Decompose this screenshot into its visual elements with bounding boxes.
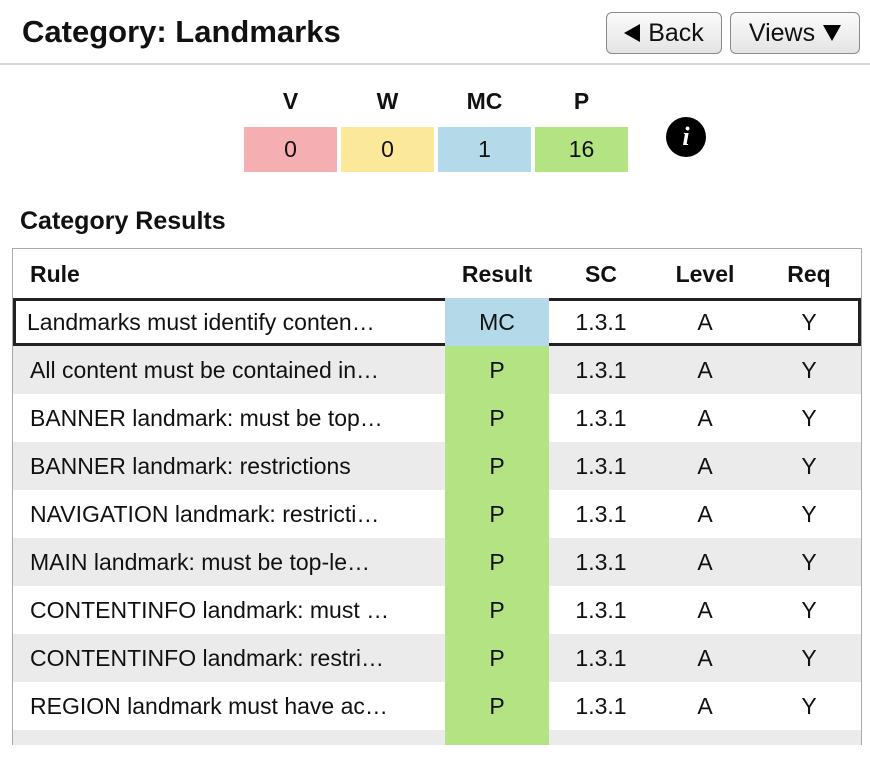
table-cell: 1.3.1 — [575, 500, 627, 527]
back-icon — [624, 24, 641, 42]
table-cell: 1.3.1 — [575, 404, 627, 431]
table-row[interactable]: REGION landmark must have ac… P 1.3.1 A Y — [13, 682, 861, 730]
info-button[interactable]: i — [666, 117, 706, 157]
table-cell: Y — [801, 356, 817, 383]
table-cell: A — [697, 500, 713, 527]
table-cell: 1.3.1 — [575, 308, 627, 335]
column-header: SC — [585, 260, 617, 287]
table-cell: Y — [801, 644, 817, 671]
table-cell: A — [697, 644, 713, 671]
table-cell: P — [445, 394, 549, 442]
summary-count: 0 — [244, 127, 337, 172]
table-cell: 1.3.1 — [575, 692, 627, 719]
result-cell-partial — [445, 730, 549, 745]
summary-count: 16 — [535, 127, 628, 172]
back-label: Back — [648, 18, 704, 47]
table-cell: All content must be contained in… — [30, 356, 380, 383]
views-icon — [823, 25, 842, 41]
table-cell: Y — [801, 692, 817, 719]
table-row[interactable]: BANNER landmark: must be top… P 1.3.1 A Y — [13, 394, 861, 442]
table-cell: A — [697, 308, 713, 335]
table-cell: A — [697, 596, 713, 623]
table-cell: Y — [801, 500, 817, 527]
table-cell: A — [697, 452, 713, 479]
table-cell: Y — [801, 452, 817, 479]
table-header: Rule Result SC Level Req — [13, 250, 861, 298]
table-cell: CONTENTINFO landmark: must … — [30, 596, 390, 623]
table-cell: P — [445, 634, 549, 682]
table-cell: BANNER landmark: must be top… — [30, 404, 383, 431]
table-cell: 1.3.1 — [575, 452, 627, 479]
summary-count: 1 — [438, 127, 531, 172]
summary-label: W — [376, 88, 399, 114]
table-cell: A — [697, 404, 713, 431]
table-cell: Y — [801, 596, 817, 623]
table-row[interactable]: NAVIGATION landmark: restricti… P 1.3.1 A Y — [13, 490, 861, 538]
table-row[interactable]: BANNER landmark: restrictions P 1.3.1 A Y — [13, 442, 861, 490]
summary-label: V — [282, 88, 299, 114]
table-cell: Y — [801, 548, 817, 575]
column-header: Level — [675, 260, 735, 287]
table-cell: P — [445, 586, 549, 634]
table-cell: Y — [801, 308, 817, 335]
table-row[interactable]: MAIN landmark: must be top-le… P 1.3.1 A Y — [13, 538, 861, 586]
header: Category: Landmarks Back Views — [0, 0, 870, 65]
table-cell: 1.3.1 — [575, 596, 627, 623]
table-cell: BANNER landmark: restrictions — [30, 452, 351, 479]
summary-count: 0 — [341, 127, 434, 172]
table-cell: MC — [445, 298, 549, 346]
table-cell: 1.3.1 — [575, 356, 627, 383]
table-row[interactable]: CONTENTINFO landmark: must … P 1.3.1 A Y — [13, 586, 861, 634]
table-cell: REGION landmark must have ac… — [30, 692, 388, 719]
table-cell: NAVIGATION landmark: restricti… — [30, 500, 380, 527]
table-cell: P — [445, 490, 549, 538]
page-title: Category: Landmarks — [22, 14, 341, 49]
table-cell: P — [445, 538, 549, 586]
table-cell: P — [445, 442, 549, 490]
column-header: Rule — [30, 260, 80, 287]
table-cell: A — [697, 356, 713, 383]
section-title: Category Results — [20, 207, 226, 235]
table-cell: A — [697, 548, 713, 575]
table-cell: A — [697, 692, 713, 719]
table-row[interactable]: Landmarks must identify conten… MC 1.3.1 A Y — [13, 298, 861, 346]
summary-label: P — [573, 88, 590, 114]
table-cell: Landmarks must identify conten… — [27, 308, 375, 335]
column-header: Req — [787, 260, 831, 287]
table-row[interactable]: All content must be contained in… P 1.3.1 A… — [13, 346, 861, 394]
table-cell: MAIN landmark: must be top-le… — [30, 548, 371, 575]
table-cell: Y — [801, 404, 817, 431]
table-row[interactable]: CONTENTINFO landmark: restri… P 1.3.1 A Y — [13, 634, 861, 682]
table-row-partial — [13, 730, 861, 745]
table-cell: CONTENTINFO landmark: restri… — [30, 644, 384, 671]
table-cell: P — [445, 346, 549, 394]
views-label: Views — [748, 18, 816, 47]
column-header: Result — [461, 260, 533, 287]
table-cell: 1.3.1 — [575, 548, 627, 575]
views-button[interactable]: Views — [730, 12, 860, 54]
summary-label: MC — [466, 88, 503, 114]
results-table: Rule Result SC Level Req Landmarks must ident… — [12, 248, 862, 745]
back-button[interactable]: Back — [606, 12, 722, 54]
table-cell: P — [445, 682, 549, 730]
table-cell: 1.3.1 — [575, 644, 627, 671]
